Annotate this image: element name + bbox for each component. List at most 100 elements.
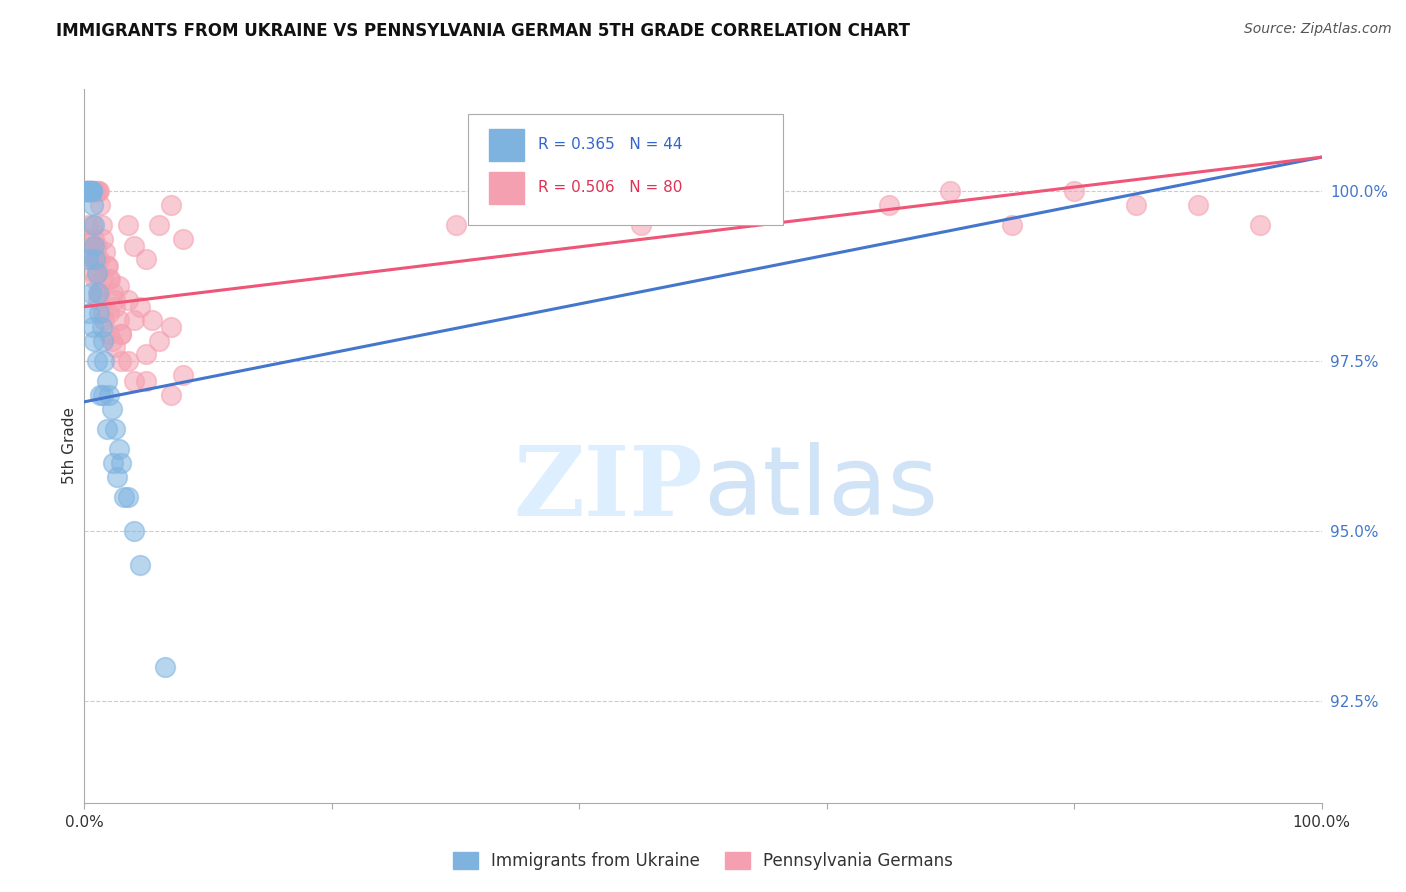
Point (90, 320, 112, 334)
Point (117, 490, 139, 504)
Point (79, 184, 101, 198)
Point (89, 388, 111, 402)
Point (82, 184, 104, 198)
Bar (489, 171, 523, 203)
Point (129, 300, 152, 314)
Point (160, 198, 183, 212)
Point (135, 347, 157, 361)
Point (89, 252, 111, 266)
Point (877, 198, 900, 212)
Point (77, 252, 100, 266)
Point (94, 245, 117, 260)
Point (754, 198, 776, 212)
Point (153, 660, 176, 674)
Point (93, 354, 115, 368)
Point (129, 558, 152, 572)
Point (135, 375, 157, 389)
Point (75, 184, 97, 198)
Point (110, 326, 132, 341)
FancyBboxPatch shape (468, 114, 783, 225)
Point (110, 456, 132, 470)
Point (77, 184, 100, 198)
Point (75, 184, 97, 198)
Point (83, 184, 105, 198)
Point (82, 198, 104, 212)
Point (104, 300, 127, 314)
Text: R = 0.365   N = 44: R = 0.365 N = 44 (538, 137, 683, 153)
Point (105, 469, 128, 483)
Point (1125, 198, 1147, 212)
Point (98, 306, 121, 320)
Point (76, 184, 98, 198)
Point (83, 334, 105, 348)
Point (79, 184, 101, 198)
Point (91, 232, 114, 246)
Point (80, 184, 103, 198)
Point (101, 456, 124, 470)
Point (630, 218, 652, 232)
Text: ZIP: ZIP (513, 442, 703, 536)
Point (76, 184, 98, 198)
Point (160, 320, 183, 334)
Point (86, 266, 108, 280)
Point (77, 184, 100, 198)
Point (122, 375, 145, 389)
Point (98, 326, 121, 341)
Point (91, 272, 114, 286)
Point (96, 422, 118, 436)
Text: atlas: atlas (703, 442, 938, 535)
Point (80, 184, 103, 198)
Text: R = 0.506   N = 80: R = 0.506 N = 80 (538, 180, 683, 195)
Point (108, 279, 131, 293)
Point (104, 341, 127, 355)
Point (1249, 218, 1271, 232)
Point (1001, 218, 1024, 232)
Point (172, 232, 194, 246)
Point (87, 293, 110, 307)
Point (91, 306, 114, 320)
Point (87, 286, 110, 301)
Point (117, 218, 139, 232)
Point (1187, 198, 1209, 212)
Point (104, 293, 127, 307)
Text: IMMIGRANTS FROM UKRAINE VS PENNSYLVANIA GERMAN 5TH GRADE CORRELATION CHART: IMMIGRANTS FROM UKRAINE VS PENNSYLVANIA … (56, 22, 910, 40)
Point (117, 354, 139, 368)
Point (83, 232, 105, 246)
Point (89, 286, 111, 301)
Point (160, 388, 183, 402)
Point (84, 252, 107, 266)
Point (98, 272, 121, 286)
Point (91, 334, 114, 348)
Point (939, 184, 962, 198)
Point (96, 259, 118, 273)
Point (89, 306, 111, 320)
Point (79, 232, 101, 246)
Point (93, 313, 115, 327)
Point (172, 368, 194, 382)
Point (98, 388, 121, 402)
Point (86, 354, 108, 368)
Point (90, 218, 112, 232)
Point (100, 334, 122, 348)
Point (108, 442, 131, 457)
Point (91, 388, 114, 402)
Point (89, 184, 111, 198)
Point (101, 286, 124, 301)
Point (80, 252, 103, 266)
Y-axis label: 5th Grade: 5th Grade (62, 408, 77, 484)
Point (148, 218, 170, 232)
Point (122, 524, 145, 538)
Point (82, 320, 104, 334)
Point (89, 286, 111, 301)
Point (122, 238, 145, 252)
Legend: Immigrants from Ukraine, Pennsylvania Germans: Immigrants from Ukraine, Pennsylvania Ge… (446, 845, 960, 877)
Point (1063, 184, 1085, 198)
Point (82, 252, 104, 266)
Text: Source: ZipAtlas.com: Source: ZipAtlas.com (1244, 22, 1392, 37)
Point (108, 313, 131, 327)
Point (135, 252, 157, 266)
Point (89, 198, 111, 212)
Point (86, 238, 108, 252)
Point (87, 184, 110, 198)
Point (444, 218, 467, 232)
